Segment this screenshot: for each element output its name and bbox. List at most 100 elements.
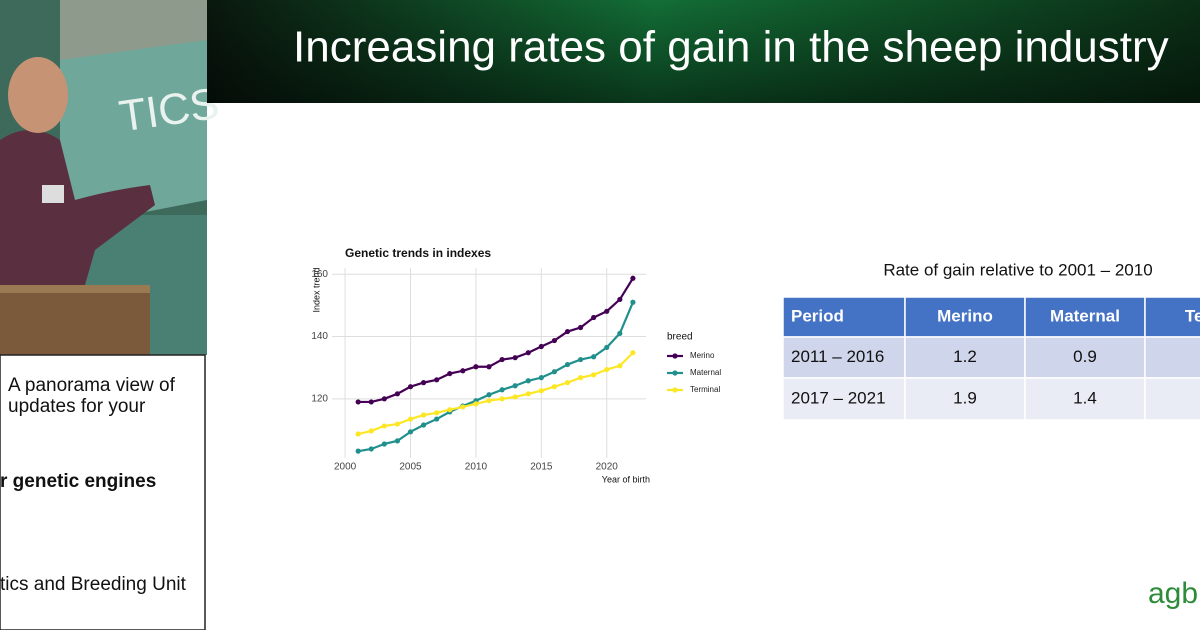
data-point bbox=[420, 412, 427, 418]
data-point bbox=[381, 396, 387, 402]
x-tick-label: 2010 bbox=[465, 462, 488, 473]
data-point bbox=[381, 423, 387, 429]
data-point bbox=[486, 364, 492, 370]
table-cell bbox=[782, 296, 906, 338]
legend-label: Maternal bbox=[690, 368, 721, 377]
slide-title: Increasing rates of gain in the sheep in… bbox=[293, 23, 1169, 72]
data-point bbox=[577, 356, 584, 363]
table-cell bbox=[782, 377, 906, 421]
data-point bbox=[591, 354, 597, 360]
data-point bbox=[499, 387, 505, 393]
name-badge bbox=[42, 185, 64, 203]
y-tick-label: 140 bbox=[311, 331, 328, 342]
logo: agb bbox=[1148, 577, 1198, 610]
sidebar-panel bbox=[0, 354, 206, 630]
data-point bbox=[407, 429, 414, 435]
table: Period Merino Maternal Term 2011 – 2016 1.2 0.… bbox=[782, 296, 1200, 421]
legend-title: breed bbox=[667, 332, 693, 343]
data-point bbox=[551, 337, 558, 344]
data-point bbox=[564, 361, 571, 368]
data-point bbox=[447, 407, 453, 413]
y-axis-label: Index trend bbox=[311, 267, 321, 312]
data-point bbox=[591, 372, 597, 378]
data-point bbox=[368, 428, 374, 434]
data-point bbox=[538, 388, 544, 394]
table-caption: Rate of gain relative to 2001 – 2010 bbox=[883, 260, 1152, 279]
data-point bbox=[355, 431, 361, 437]
y-tick-label: 120 bbox=[311, 393, 328, 404]
data-point bbox=[486, 392, 492, 398]
data-point bbox=[538, 375, 544, 381]
data-point bbox=[407, 416, 414, 422]
table-cell bbox=[1144, 377, 1200, 421]
x-tick-label: 2005 bbox=[399, 462, 422, 473]
table-cell bbox=[904, 336, 1026, 379]
data-point bbox=[525, 391, 531, 397]
data-point bbox=[577, 375, 584, 381]
chart-title: Genetic trends in indexes bbox=[345, 246, 491, 260]
table-header: Maternal bbox=[1050, 306, 1120, 325]
data-point bbox=[512, 383, 518, 389]
series-line bbox=[358, 277, 634, 404]
table-text: 1.2 bbox=[953, 347, 977, 366]
table-header: Merino bbox=[937, 306, 993, 325]
data-point bbox=[525, 378, 531, 384]
table-cell bbox=[1144, 296, 1200, 338]
table-cell bbox=[782, 336, 906, 379]
y-tick-label: 160 bbox=[311, 269, 328, 280]
sidebar-line: tics and Breeding Unit bbox=[0, 574, 187, 595]
data-point bbox=[486, 398, 492, 404]
table-cell bbox=[904, 296, 1026, 338]
table-text: 2017 – 2021 bbox=[791, 388, 886, 407]
data-point bbox=[617, 363, 623, 369]
series-line bbox=[357, 301, 634, 453]
table-text: 2011 – 2016 bbox=[791, 347, 884, 366]
data-point bbox=[604, 308, 610, 314]
sidebar-line: A panorama view of bbox=[8, 375, 176, 396]
data-point bbox=[434, 410, 440, 416]
table-header: Period bbox=[791, 306, 844, 325]
data-point bbox=[630, 275, 636, 281]
data-point bbox=[564, 380, 571, 386]
data-point bbox=[617, 296, 623, 303]
data-point bbox=[591, 314, 597, 321]
data-point bbox=[499, 396, 505, 402]
x-tick-label: 2015 bbox=[530, 462, 553, 473]
data-point bbox=[617, 330, 623, 337]
data-point bbox=[551, 369, 558, 375]
table-cell bbox=[1144, 336, 1200, 379]
slide-header-shade bbox=[207, 0, 1200, 103]
series-line bbox=[357, 351, 634, 436]
legend-label: Merino bbox=[690, 351, 715, 360]
data-point bbox=[604, 344, 610, 351]
x-tick-label: 2020 bbox=[596, 462, 619, 473]
data-point bbox=[499, 356, 505, 363]
data-point bbox=[473, 401, 479, 407]
data-point bbox=[434, 377, 440, 383]
x-tick-label: 2000 bbox=[334, 462, 357, 473]
data-point bbox=[407, 384, 414, 390]
legend-key-point bbox=[672, 353, 678, 359]
table-text: 1.4 bbox=[1073, 388, 1097, 407]
data-point bbox=[368, 399, 374, 405]
data-point bbox=[604, 366, 610, 373]
data-point bbox=[368, 446, 374, 452]
sidebar-line: updates for your bbox=[8, 396, 146, 417]
data-point bbox=[434, 416, 440, 422]
data-point bbox=[420, 380, 427, 386]
table-cell bbox=[1024, 377, 1146, 421]
data-point bbox=[577, 324, 584, 331]
table-text: 1.9 bbox=[953, 388, 977, 407]
data-point bbox=[473, 364, 479, 370]
data-point bbox=[630, 350, 636, 356]
data-point bbox=[525, 350, 531, 356]
data-point bbox=[512, 394, 518, 400]
data-point bbox=[512, 355, 518, 361]
x-axis-label: Year of birth bbox=[602, 474, 650, 484]
legend-label: Terminal bbox=[690, 385, 720, 394]
banner bbox=[60, 40, 207, 215]
table-text: 0.9 bbox=[1073, 347, 1097, 366]
data-point bbox=[630, 299, 636, 305]
